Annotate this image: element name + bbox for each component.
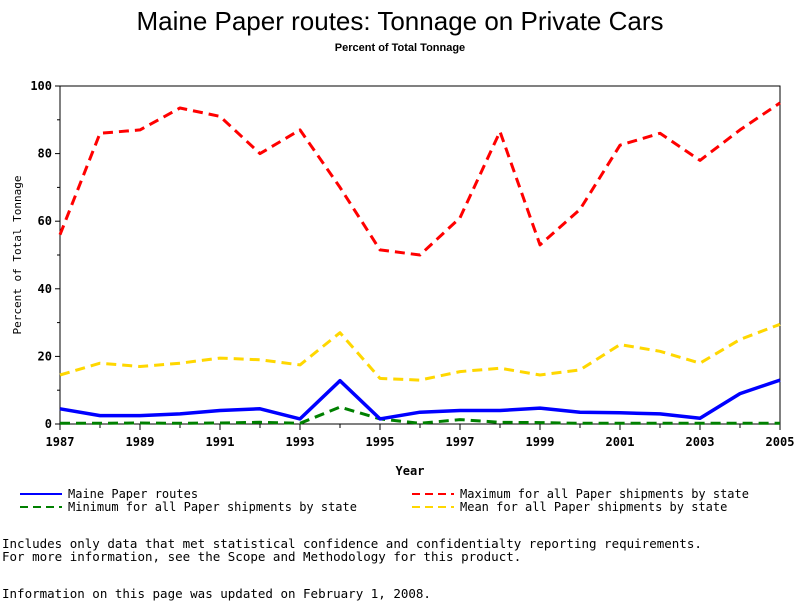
chart-subtitle: Percent of Total Tonnage [334,42,466,54]
y-tick-label: 40 [38,282,52,296]
y-tick-label: 80 [38,147,52,161]
series-line-1 [58,101,781,257]
legend-label-2: Minimum for all Paper shipments by state [68,500,357,514]
x-axis-label: Year [396,464,425,478]
x-tick-label: 2001 [606,435,635,449]
x-tick-label: 2003 [686,435,715,449]
y-tick-label: 60 [38,214,52,228]
y-axis-label: Percent of Total Tonnage [11,176,24,335]
x-tick-label: 1995 [366,435,395,449]
x-tick-label: 1997 [446,435,475,449]
x-tick-label: 1991 [206,435,235,449]
series-line-2 [60,405,780,425]
legend-label-0: Maine Paper routes [68,487,198,501]
y-tick-label: 100 [30,79,52,93]
note-confidence: Includes only data that met statistical … [2,536,702,551]
legend-label-3: Mean for all Paper shipments by state [460,500,727,514]
y-tick-label: 0 [45,417,52,431]
note-updated: Information on this page was updated on … [2,586,431,601]
legend-label-1: Maximum for all Paper shipments by state [460,487,749,501]
x-tick-label: 1987 [46,435,75,449]
series-line-3 [59,322,781,382]
y-tick-label: 20 [38,349,52,363]
x-tick-label: 1999 [526,435,555,449]
x-tick-label: 2005 [766,435,795,449]
x-tick-label: 1989 [126,435,155,449]
x-tick-label: 1993 [286,435,315,449]
chart-title: Maine Paper routes: Tonnage on Private C… [136,6,664,36]
note-methodology: For more information, see the Scope and … [2,549,522,564]
series-line-0 [59,378,781,421]
